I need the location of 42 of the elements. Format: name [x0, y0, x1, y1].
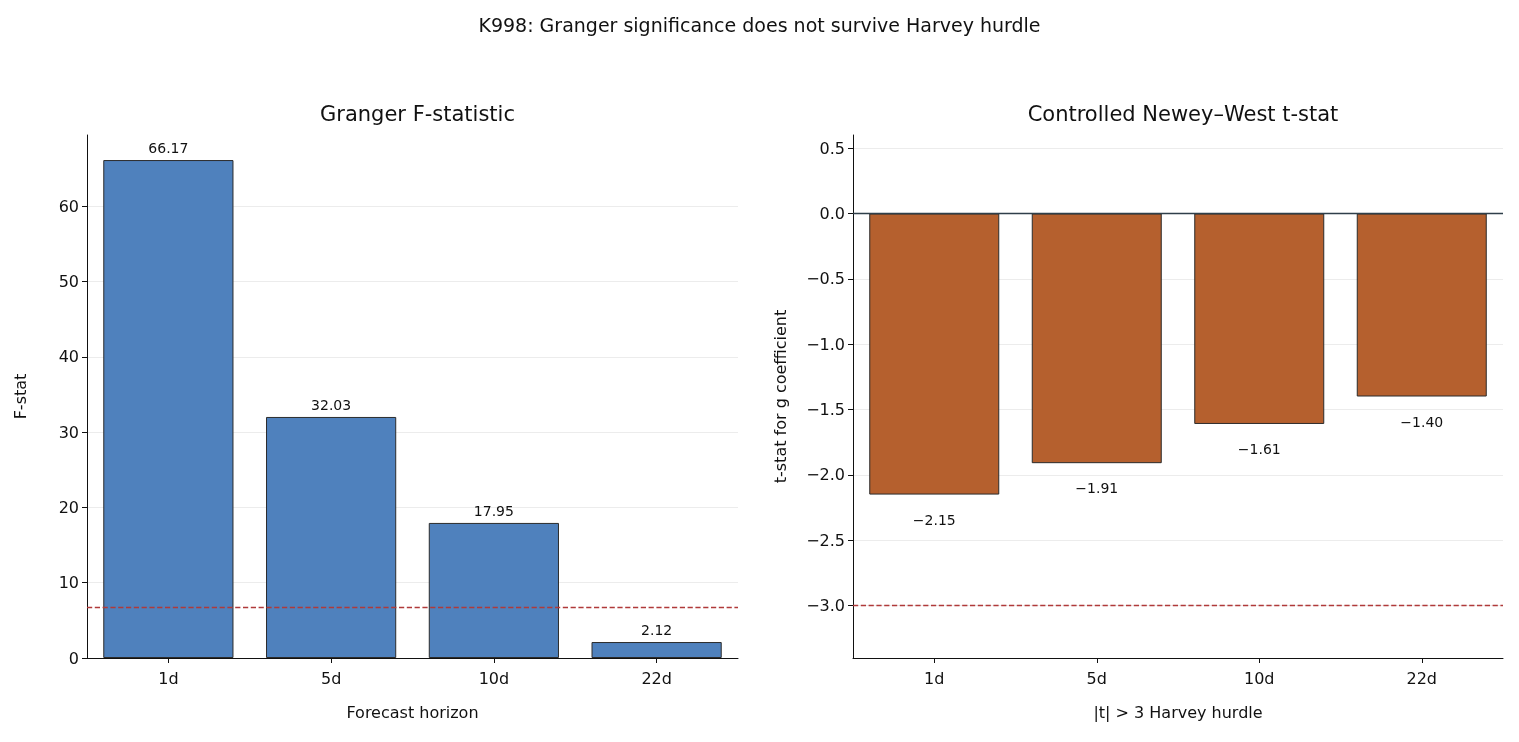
x-axis-title: Forecast horizon — [346, 702, 479, 722]
x-tick-label: 10d — [1243, 668, 1275, 688]
y-tick-label: −2.0 — [806, 465, 845, 485]
y-tick-label: 0.0 — [819, 203, 845, 223]
x-tick-label: 22d — [641, 668, 672, 688]
data-label: 32.03 — [311, 396, 352, 413]
data-label: 2.12 — [641, 622, 673, 639]
y-tick-label: 0.5 — [819, 138, 845, 158]
y-tick-label: −1.5 — [806, 400, 845, 420]
y-axis-title: t-stat for g coefficient — [770, 309, 790, 484]
data-label: 17.95 — [473, 502, 514, 519]
x-axis-title: |t| > 3 Harvey hurdle — [1093, 702, 1263, 722]
y-tick-label: 0 — [68, 648, 79, 668]
y-tick-label: 30 — [58, 422, 79, 442]
y-axis-title: F-stat — [10, 373, 30, 420]
y-tick-label: −2.5 — [806, 530, 845, 550]
data-label: 66.17 — [148, 140, 189, 157]
x-tick-label: 22d — [1406, 668, 1438, 688]
y-tick-label: 60 — [58, 196, 79, 216]
data-label: −1.40 — [1400, 413, 1444, 430]
text: K998: Granger significance does not survive Harvey hurdle — [477, 14, 1042, 36]
bar — [591, 642, 722, 658]
y-tick-label: 20 — [58, 498, 79, 517]
x-tick-label: 5d — [1086, 668, 1107, 688]
x-tick-label: 1d — [924, 668, 945, 688]
data-label: −1.91 — [1075, 480, 1119, 497]
y-tick-label: 50 — [58, 272, 79, 292]
y-tick-label: 40 — [58, 347, 79, 367]
y-tick-label: −3.0 — [806, 596, 845, 616]
y-tick-label: −0.5 — [806, 269, 845, 289]
data-label: −1.61 — [1237, 440, 1281, 457]
bar — [428, 522, 559, 658]
x-tick-label: 10d — [478, 668, 510, 688]
x-tick-label: 1d — [158, 668, 179, 688]
data-label: −2.15 — [912, 511, 956, 528]
bar — [266, 416, 397, 658]
chart-title: Controlled Newey–West t-stat — [1027, 101, 1339, 126]
chart-title: Granger F-statistic — [320, 101, 515, 126]
bar — [103, 160, 234, 658]
x-tick-label: 5d — [320, 668, 342, 688]
y-tick-label: −1.0 — [806, 334, 845, 354]
y-tick-label: 10 — [58, 573, 79, 593]
